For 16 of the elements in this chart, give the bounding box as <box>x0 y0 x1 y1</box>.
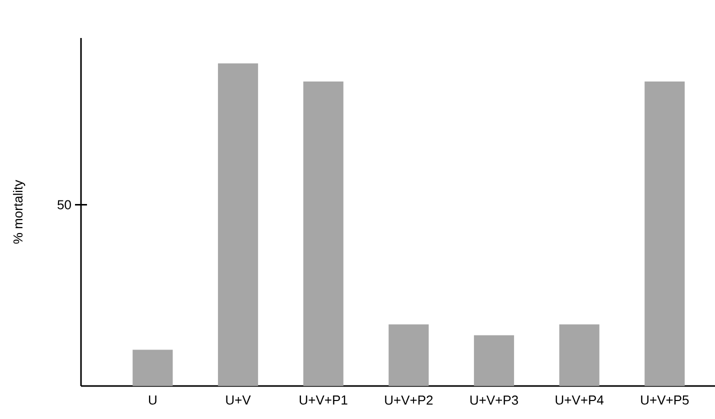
x-tick-label: U+V+P5 <box>641 396 689 405</box>
bar <box>559 324 600 386</box>
y-axis-title: % mortality <box>13 180 26 244</box>
bar <box>474 335 514 386</box>
x-tick-label: U+V+P4 <box>556 396 604 405</box>
bar <box>132 350 173 386</box>
bar <box>218 63 258 386</box>
x-tick-label: U+V <box>226 396 251 405</box>
bar <box>644 82 685 386</box>
x-tick-label: U+V+P1 <box>300 396 348 405</box>
x-tick-label: U+V+P3 <box>470 396 518 405</box>
x-tick-label: U <box>148 396 156 405</box>
bar <box>303 82 344 386</box>
bar <box>388 324 429 386</box>
y-tick-label: 50 <box>58 200 71 210</box>
x-tick-label: U+V+P2 <box>385 396 433 405</box>
